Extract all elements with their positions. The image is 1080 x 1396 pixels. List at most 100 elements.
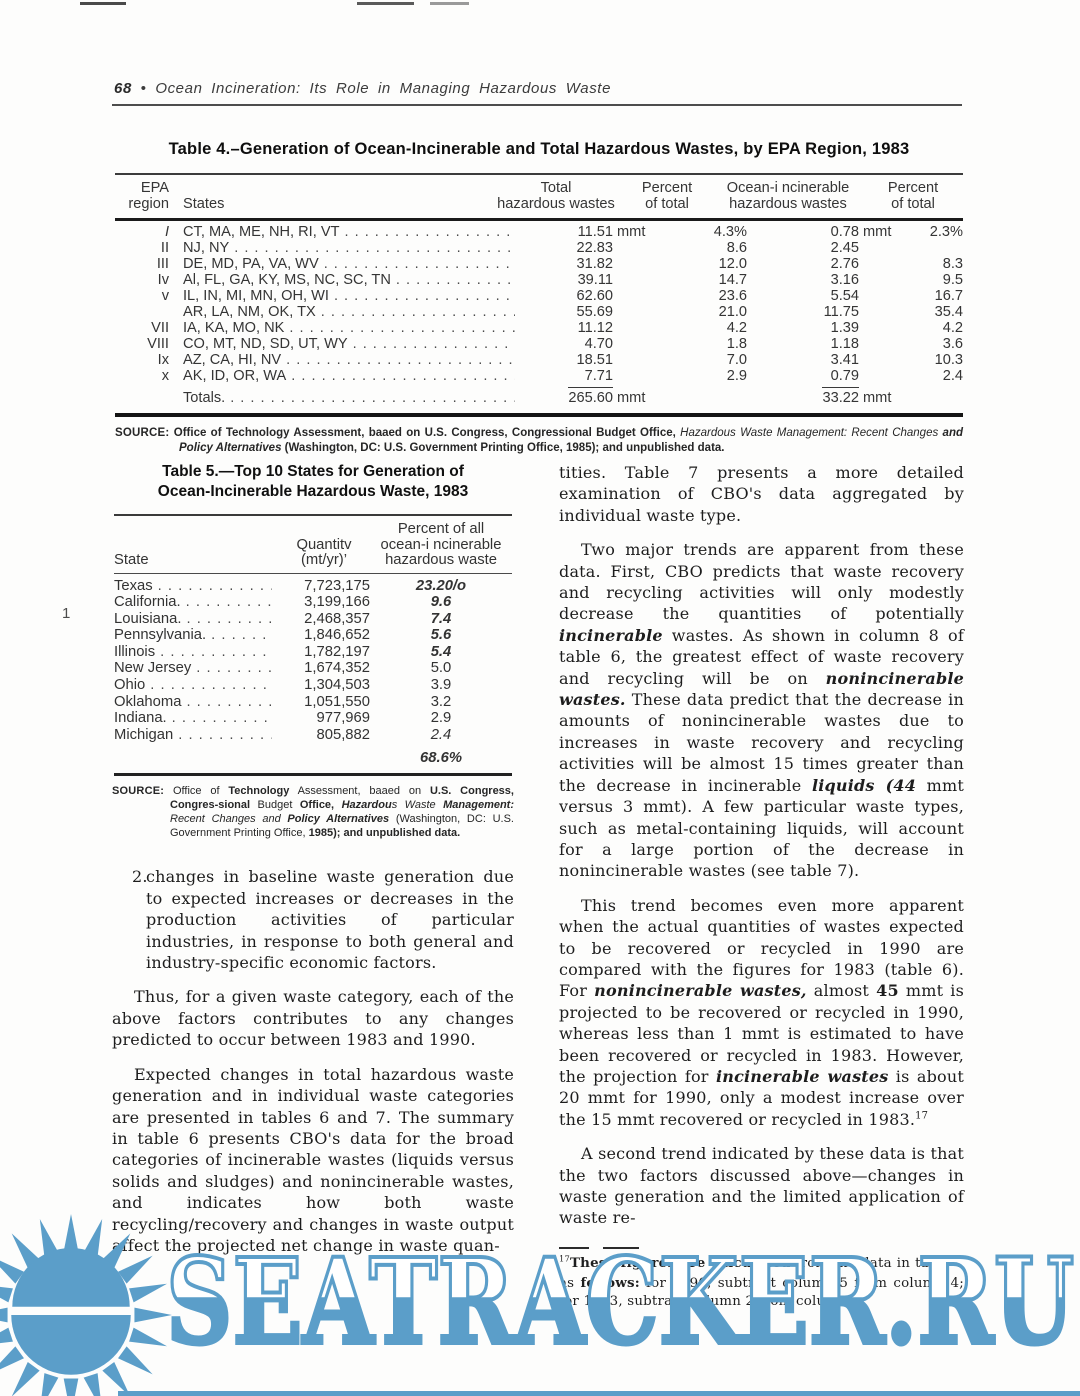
- percent2-cell: 8.3: [942, 256, 963, 272]
- percent-cell: 9.6: [430, 594, 452, 611]
- table5-body: Texas . . . . . . . . . . . . . . . . . .…: [114, 574, 512, 746]
- state-cell: California.. . . . . . . . . . . . . . .…: [114, 594, 278, 611]
- scan-artifact-line: [430, 2, 469, 5]
- unit-cell: [859, 304, 901, 320]
- percent2-cell: 2.4: [942, 368, 963, 384]
- right-column: tities. Table 7 presents a more detailed…: [559, 460, 964, 1326]
- percent-cell: 2.9: [430, 710, 452, 727]
- percent-cell: 3.2: [430, 693, 452, 710]
- sun-ray: [0, 1327, 13, 1344]
- states-text: AK, ID, OR, WA: [183, 368, 287, 384]
- states-text: AR, LA, NM, OK, TX: [183, 304, 316, 320]
- dot-leader: . . . . . . . . . . . . . . . . . . . . …: [291, 368, 515, 384]
- percent2-cell: 4.2: [942, 320, 963, 336]
- sun-ray: [0, 1307, 8, 1323]
- totals-ocean-unit: mmt: [863, 390, 892, 406]
- table-row: x AK, ID, OR, WA. . . . . . . . . . . . .…: [115, 368, 963, 384]
- footnote-rule: [559, 1246, 964, 1249]
- sun-ray: [118, 1346, 153, 1375]
- total-wastes-cell: 31.82: [576, 256, 613, 272]
- dot-leader: . . . . . . . . . . . . . . . . . . . . …: [230, 390, 515, 406]
- table5-total-row: 68.6%: [114, 745, 512, 773]
- col-header-percent-all: Percent of all ocean-i ncinerable hazard…: [380, 521, 502, 568]
- epa-region-cell: VII: [151, 320, 169, 336]
- two-column-body: Table 5.—Top 10 States for Generation of…: [112, 460, 964, 1326]
- states-text: CO, MT, ND, SD, UT, WY: [183, 336, 348, 352]
- table5-title: Table 5.—Top 10 States for Generation of…: [157, 463, 469, 500]
- ocean-incinerable-cell: 3.41: [830, 352, 859, 368]
- paragraph: tities. Table 7 presents a more detailed…: [559, 463, 964, 525]
- totals-total-value: 265.60: [568, 387, 613, 406]
- state-text: California.: [114, 594, 181, 611]
- scan-artifact-line: [357, 2, 414, 5]
- dot-leader: . . . . . . . . . . . . . . . . . . . . …: [160, 643, 272, 660]
- total-wastes-cell: 62.60: [576, 288, 613, 304]
- table4-body: I CT, MA, ME, NH, RI, VT. . . . . . . . .…: [115, 221, 963, 386]
- col-header-state: State: [114, 552, 149, 568]
- dot-leader: . . . . . . . . . . . . . . . . . . . . …: [196, 660, 272, 677]
- quantity-cell: 1,304,503: [304, 677, 370, 694]
- ocean-incinerable-cell: 1.18: [830, 336, 859, 352]
- states-cell: CT, MA, ME, NH, RI, VT. . . . . . . . . …: [183, 224, 521, 240]
- state-text: Oklahoma: [114, 693, 182, 710]
- sun-ray: [118, 1255, 153, 1284]
- dot-leader: . . . . . . . . . . . . . . . . . . . . …: [185, 594, 272, 611]
- table5-source-note: SOURCE: Office of Technology Assessment,…: [112, 784, 514, 840]
- total-wastes-cell: 11.12: [577, 320, 613, 336]
- percent-cell: 2.4: [430, 726, 452, 743]
- dot-leader: . . . . . . . . . . . . . . . . . . . . …: [186, 693, 272, 710]
- states-text: IL, IN, MI, MN, OH, WI: [183, 288, 329, 304]
- running-header: 68 • Ocean Incineration: Its Role in Man…: [114, 80, 962, 97]
- ocean-incinerable-cell: 3.16: [830, 272, 859, 288]
- percent2-cell: 2.3%: [929, 224, 963, 240]
- margin-note: 1: [62, 605, 71, 622]
- states-text: IA, KA, MO, NK: [183, 320, 285, 336]
- paragraph: Thus, for a given waste category, each o…: [112, 987, 514, 1050]
- ocean-incinerable-cell: 5.54: [830, 288, 859, 304]
- unit-cell: [859, 272, 901, 288]
- source-label: SOURCE:: [112, 785, 165, 798]
- states-text: Al, FL, GA, KY, MS, NC, SC, TN: [183, 272, 391, 288]
- epa-region-cell: [115, 304, 169, 320]
- percent-cell: 23.20/o: [415, 577, 467, 594]
- unit-cell: [859, 240, 901, 256]
- epa-region-cell: VIII: [147, 336, 169, 352]
- states-text: CT, MA, ME, NH, RI, VT: [183, 224, 340, 240]
- state-text: Michigan: [114, 726, 174, 743]
- footnote: 17These figures are calculated from the …: [559, 1253, 965, 1310]
- epa-region-cell: x: [161, 368, 169, 384]
- state-text: Texas: [114, 577, 153, 594]
- unit-cell: [613, 352, 655, 368]
- epa-region-cell: Iv: [157, 272, 169, 288]
- col-header-total: Total hazardous wastes: [497, 180, 615, 212]
- state-cell: Texas. . . . . . . . . . . . . . . . . .…: [114, 578, 278, 595]
- epa-region-cell: Ix: [157, 352, 169, 368]
- table-row: Ix AZ, CA, HI, NV. . . . . . . . . . . . …: [115, 352, 963, 368]
- page-number: 68: [114, 80, 132, 97]
- unit-cell: [859, 288, 901, 304]
- states-text: AZ, CA, HI, NV: [183, 352, 282, 368]
- percent2-cell: 10.3: [934, 352, 963, 368]
- dot-leader: . . . . . . . . . . . . . . . . . . . . …: [289, 320, 515, 336]
- unit-cell: [859, 352, 901, 368]
- state-text: Louisiana.: [114, 610, 182, 627]
- percent2-cell: 35.4: [934, 304, 963, 320]
- states-text: NJ, NY: [183, 240, 230, 256]
- paragraph: A second trend indicated by these data i…: [559, 1144, 964, 1228]
- col-header-quantity: Quantitv (mt/yr)’: [296, 536, 352, 568]
- sun-ray: [129, 1327, 167, 1347]
- states-cell: AK, ID, OR, WA. . . . . . . . . . . . . …: [183, 368, 521, 384]
- col-header-percent2: Percent of total: [887, 180, 939, 212]
- unit-cell: [859, 368, 901, 384]
- dot-leader: . . . . . . . . . . . . . . . . . . . . …: [286, 352, 515, 368]
- quantity-cell: 1,674,352: [304, 660, 370, 677]
- table-row: AR, LA, NM, OK, TX. . . . . . . . . . . …: [115, 304, 963, 320]
- total-wastes-cell: 55.69: [576, 304, 613, 320]
- source-text: Office of Technology Assessment, baaed o…: [173, 427, 963, 454]
- table-row: Pennsylvania.. . . . . . . . . . . . . .…: [114, 627, 512, 644]
- dot-leader: . . . . . . . . . . . . . . . . . . . . …: [178, 726, 272, 743]
- percent-cell: 3.9: [430, 677, 452, 694]
- percent-cell: 4.2: [726, 320, 747, 336]
- sun-ray: [11, 1233, 40, 1268]
- total-wastes-cell: 22.83: [576, 240, 613, 256]
